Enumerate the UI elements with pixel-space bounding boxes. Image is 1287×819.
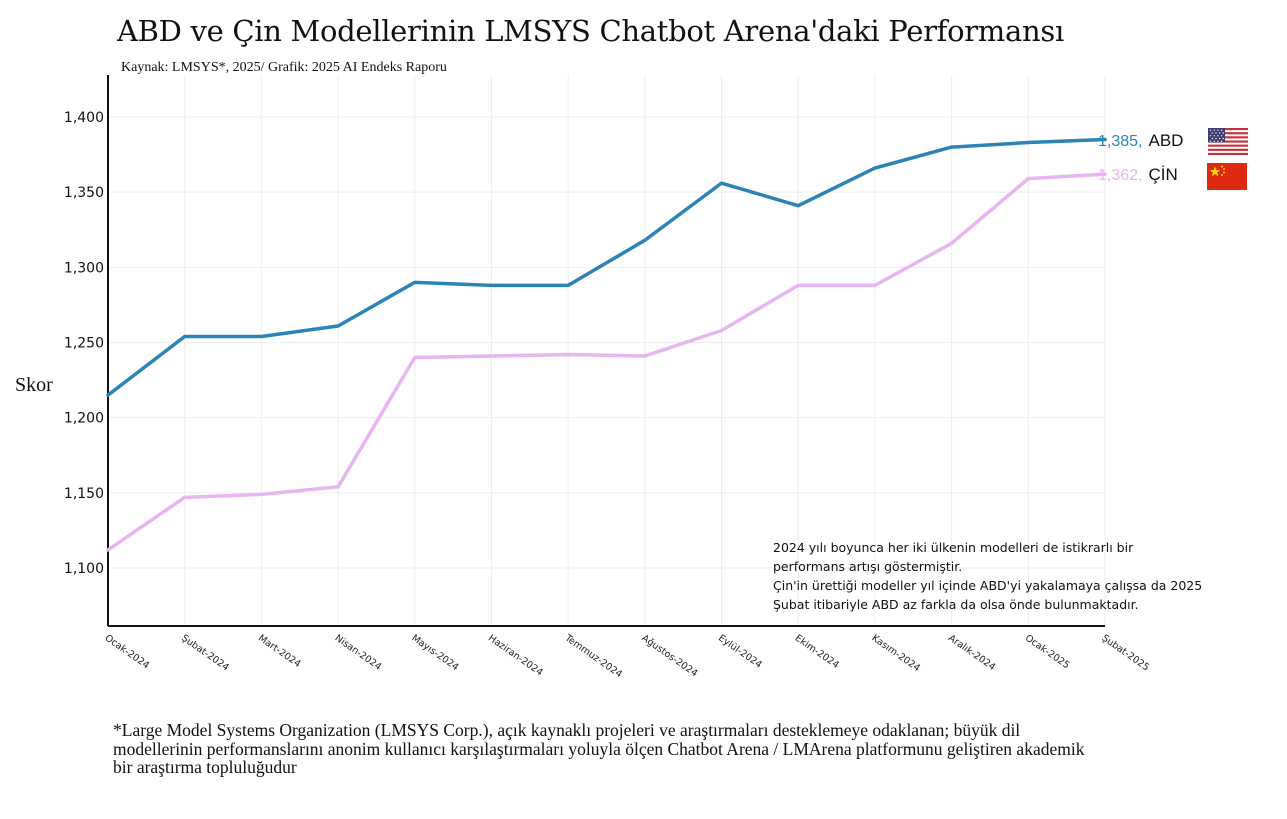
china-data-point xyxy=(1026,177,1030,181)
usa-name: ABD xyxy=(1148,131,1184,150)
china-end-value: 1,362, xyxy=(1098,167,1143,184)
china-data-point xyxy=(643,354,647,358)
x-tick-label: Kasım-2024 xyxy=(870,633,922,674)
x-tick-label: Mart-2024 xyxy=(256,633,303,670)
usa-data-point xyxy=(336,324,340,328)
y-tick-label: 1,200 xyxy=(64,411,104,427)
y-tick-label: 1,400 xyxy=(64,110,104,126)
china-data-point xyxy=(1103,172,1107,176)
footnote: *Large Model Systems Organization (LMSYS… xyxy=(113,721,1253,777)
footnote-line: *Large Model Systems Organization (LMSYS… xyxy=(113,720,1021,740)
china-data-point xyxy=(796,283,800,287)
usa-data-point xyxy=(183,334,187,338)
usa-data-point xyxy=(720,181,724,185)
x-tick-label: Ekim-2024 xyxy=(793,633,841,671)
usa-data-point xyxy=(950,145,954,149)
x-tick-label: Haziran-2024 xyxy=(486,633,545,679)
y-axis-label: Skor xyxy=(15,374,53,396)
china-data-point xyxy=(106,548,110,552)
china-data-point xyxy=(566,353,570,357)
footnote-line: modellerinin performanslarını anonim kul… xyxy=(113,738,1085,759)
x-tick-label: Temmuz-2024 xyxy=(562,632,624,680)
source-caption: Kaynak: LMSYS*, 2025/ Grafik: 2025 AI En… xyxy=(121,60,447,75)
usa-data-point xyxy=(259,334,263,338)
usa-data-point xyxy=(796,204,800,208)
x-tick-label: Ocak-2024 xyxy=(103,633,152,672)
usa-end-value: 1,385, xyxy=(1098,133,1143,150)
x-tick-label: Ağustos-2024 xyxy=(639,633,699,680)
chart-title: ABD ve Çin Modellerinin LMSYS Chatbot Ar… xyxy=(117,14,1064,48)
y-tick-label: 1,100 xyxy=(64,561,104,577)
china-data-point xyxy=(873,283,877,287)
usa-data-point xyxy=(489,283,493,287)
x-tick-label: Aralık-2024 xyxy=(946,633,997,673)
usa-data-point xyxy=(873,166,877,170)
annotation-text: 2024 yılı boyunca her iki ülkenin modell… xyxy=(773,538,1223,614)
china-end-label: 1,362, ÇİN xyxy=(1098,165,1178,185)
usa-data-point xyxy=(413,280,417,284)
china-series-line xyxy=(106,172,1107,552)
china-flag-icon xyxy=(1207,163,1247,190)
footnote-line: bir araştırma topluluğudur xyxy=(113,757,297,777)
china-data-point xyxy=(259,492,263,496)
usa-data-point xyxy=(1026,141,1030,145)
x-tick-label: Şubat-2025 xyxy=(1100,633,1152,674)
china-data-point xyxy=(413,356,417,360)
x-tick-label: Ocak-2025 xyxy=(1023,633,1072,672)
usa-end-label: 1,385, ABD xyxy=(1098,131,1183,151)
china-data-point xyxy=(950,241,954,245)
china-data-point xyxy=(183,495,187,499)
usa-data-point xyxy=(643,238,647,242)
china-data-point xyxy=(720,328,724,332)
x-tick-label: Eylül-2024 xyxy=(716,633,764,671)
annotation-line: Çin'in ürettiği modeller yıl içinde ABD'… xyxy=(773,578,1203,593)
annotation-line: 2024 yılı boyunca her iki ülkenin modell… xyxy=(773,540,1134,555)
usa-data-point xyxy=(1103,138,1107,142)
china-name: ÇİN xyxy=(1148,165,1178,184)
y-tick-label: 1,150 xyxy=(64,486,104,502)
usa-series-line xyxy=(106,137,1107,397)
x-tick-label: Nisan-2024 xyxy=(333,633,384,673)
china-data-point xyxy=(489,354,493,358)
annotation-line: performans artışı göstermiştir. xyxy=(773,559,963,574)
china-data-point xyxy=(336,485,340,489)
usa-flag-icon xyxy=(1208,128,1248,155)
x-tick-label: Şubat-2024 xyxy=(179,633,231,674)
usa-data-point xyxy=(566,283,570,287)
y-tick-label: 1,350 xyxy=(64,185,104,201)
y-tick-label: 1,250 xyxy=(64,336,104,352)
x-tick-label: Mayıs-2024 xyxy=(409,633,460,673)
y-tick-label: 1,300 xyxy=(64,260,104,276)
usa-data-point xyxy=(106,393,110,397)
annotation-line: Şubat itibariyle ABD az farkla da olsa ö… xyxy=(773,597,1139,612)
